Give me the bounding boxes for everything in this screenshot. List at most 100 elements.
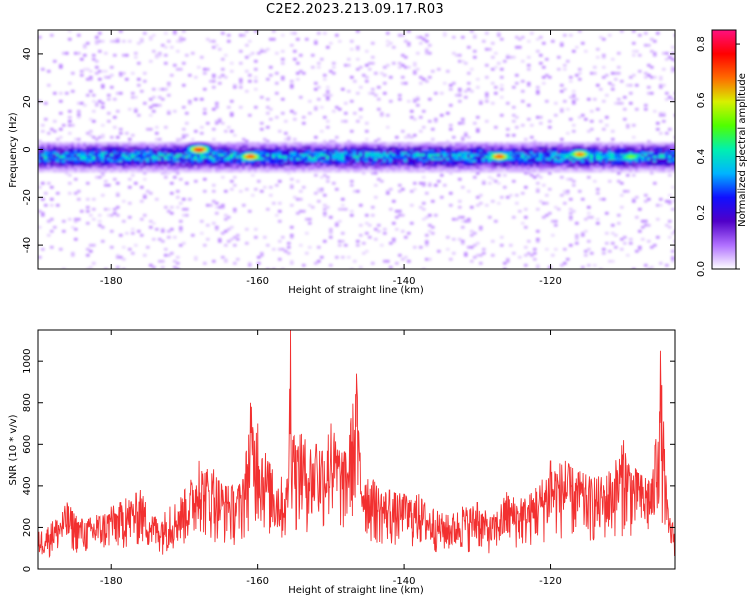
heatmap-cell [368, 170, 372, 173]
heatmap-cell [548, 156, 552, 159]
heatmap-cell [230, 180, 234, 183]
heatmap-cell [83, 154, 87, 157]
heatmap-cell [248, 154, 252, 157]
heatmap-cell [533, 166, 537, 169]
heatmap-x-axis-label: Height of straight line (km) [288, 285, 424, 296]
heatmap-cell [590, 110, 594, 113]
heatmap-cell [233, 168, 237, 171]
heatmap-cell [482, 164, 486, 167]
heatmap-cell [167, 168, 171, 171]
heatmap-cell [584, 148, 588, 151]
heatmap-cell [272, 164, 276, 167]
heatmap-cell [422, 202, 426, 205]
heatmap-cell [44, 146, 48, 149]
heatmap-cell [80, 170, 84, 173]
heatmap-cell [80, 58, 84, 61]
heatmap-cell [632, 158, 636, 161]
heatmap-cell [218, 48, 222, 51]
heatmap-cell [524, 166, 528, 169]
heatmap-cell [305, 164, 309, 167]
heatmap-cell [212, 138, 216, 141]
heatmap-cell [596, 138, 600, 141]
heatmap-cell [557, 170, 561, 173]
heatmap-cell [341, 208, 345, 211]
heatmap-cell [296, 38, 300, 41]
heatmap-cell [416, 142, 420, 145]
heatmap-cell [548, 152, 552, 155]
heatmap-cell [527, 142, 531, 145]
heatmap-cell [368, 62, 372, 65]
heatmap-cell [653, 162, 657, 165]
heatmap-cell [86, 166, 90, 169]
heatmap-cell [398, 162, 402, 165]
heatmap-cell [116, 144, 120, 147]
heatmap-cell [275, 164, 279, 167]
heatmap-cell [317, 160, 321, 163]
heatmap-cell [113, 98, 117, 101]
heatmap-cell [176, 168, 180, 171]
heatmap-cell [590, 158, 594, 161]
heatmap-cell [263, 236, 267, 239]
heatmap-cell [56, 138, 60, 141]
heatmap-cell [200, 154, 204, 157]
heatmap-cell [116, 170, 120, 173]
heatmap-cell [476, 144, 480, 147]
heatmap-cell [74, 228, 78, 231]
heatmap-cell [347, 160, 351, 163]
heatmap-cell [470, 206, 474, 209]
heatmap-cell [341, 142, 345, 145]
heatmap-cell [263, 138, 267, 141]
heatmap-cell [359, 160, 363, 163]
heatmap-cell [644, 158, 648, 161]
heatmap-cell [383, 164, 387, 167]
heatmap-cell [371, 152, 375, 155]
heatmap-cell [389, 164, 393, 167]
heatmap-cell [317, 166, 321, 169]
heatmap-cell [566, 166, 570, 169]
heatmap-cell [524, 152, 528, 155]
heatmap-cell [62, 162, 66, 165]
heatmap-cell [554, 142, 558, 145]
heatmap-cell [185, 170, 189, 173]
heatmap-cell [161, 146, 165, 149]
heatmap-cell [308, 152, 312, 155]
heatmap-cell [323, 116, 327, 119]
heatmap-cell [77, 198, 81, 201]
heatmap-cell [281, 154, 285, 157]
heatmap-cell [506, 158, 510, 161]
heatmap-cell [332, 160, 336, 163]
heatmap-cell [170, 152, 174, 155]
heatmap-cell [209, 150, 213, 153]
heatmap-cell [260, 122, 264, 125]
heatmap-cell [404, 142, 408, 145]
heatmap-cell [71, 144, 75, 147]
heatmap-cell [323, 144, 327, 147]
heatmap-cell [65, 170, 69, 173]
heatmap-cell [59, 64, 63, 67]
heatmap-cell [197, 148, 201, 151]
heatmap-cell [125, 152, 129, 155]
heatmap-cell [437, 144, 441, 147]
heatmap-cell [512, 168, 516, 171]
heatmap-cell [377, 108, 381, 111]
heatmap-cell [380, 72, 384, 75]
heatmap-cell [221, 146, 225, 149]
heatmap-cell [539, 164, 543, 167]
heatmap-cell [344, 152, 348, 155]
heatmap-cell [554, 160, 558, 163]
heatmap-cell [197, 66, 201, 69]
heatmap-cell [524, 146, 528, 149]
heatmap-cell [671, 208, 675, 211]
heatmap-cell [170, 74, 174, 77]
heatmap-cell [110, 136, 114, 139]
heatmap-cell [119, 160, 123, 163]
heatmap-cell [500, 236, 504, 239]
heatmap-cell [89, 168, 93, 171]
heatmap-cell [455, 54, 459, 57]
heatmap-cell [98, 152, 102, 155]
heatmap-cell [485, 150, 489, 153]
heatmap-cell [560, 110, 564, 113]
heatmap-cell [404, 136, 408, 139]
heatmap-cell [578, 142, 582, 145]
heatmap-cell [578, 146, 582, 149]
